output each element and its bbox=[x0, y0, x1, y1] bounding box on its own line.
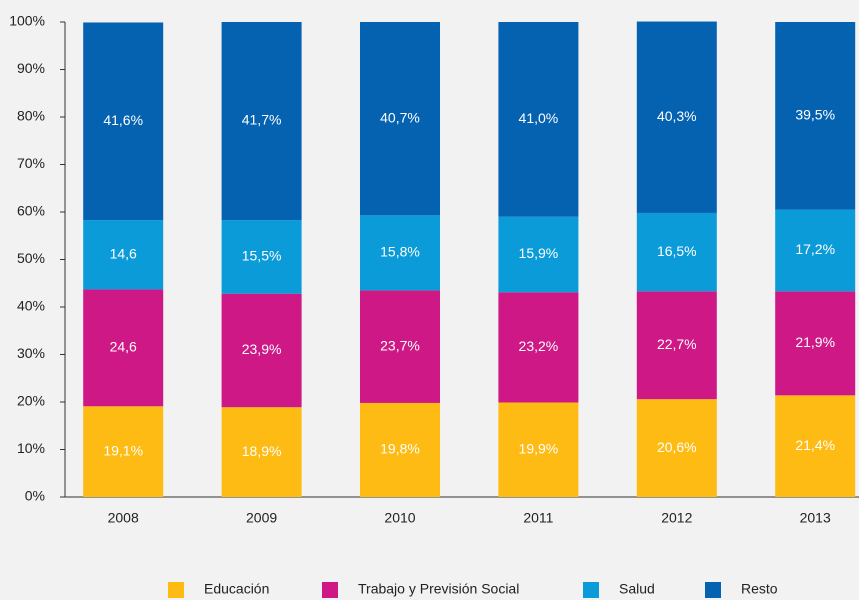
y-tick-label: 40% bbox=[17, 298, 45, 314]
legend-label: Resto bbox=[741, 581, 778, 597]
data-label: 40,7% bbox=[380, 109, 420, 125]
bar-segment bbox=[775, 291, 856, 396]
y-tick-label: 90% bbox=[17, 60, 45, 76]
data-label: 19,8% bbox=[380, 441, 420, 457]
bar-segment bbox=[221, 220, 302, 294]
bar-segment bbox=[221, 407, 302, 497]
legend-swatch bbox=[705, 582, 721, 598]
y-tick-label: 70% bbox=[17, 155, 45, 171]
x-tick-label: 2012 bbox=[661, 510, 692, 526]
data-label: 21,9% bbox=[795, 334, 835, 350]
x-tick-label: 2009 bbox=[246, 510, 277, 526]
bar-segment bbox=[636, 399, 717, 497]
y-tick-label: 50% bbox=[17, 250, 45, 266]
data-label: 23,2% bbox=[519, 338, 559, 354]
y-tick-label: 10% bbox=[17, 440, 45, 456]
x-tick-label: 2010 bbox=[384, 510, 415, 526]
data-label: 23,9% bbox=[242, 341, 282, 357]
data-label: 40,3% bbox=[657, 108, 697, 124]
data-label: 24,6 bbox=[110, 339, 137, 355]
data-label: 41,7% bbox=[242, 112, 282, 128]
data-label: 20,6% bbox=[657, 439, 697, 455]
data-label: 18,9% bbox=[242, 443, 282, 459]
legend-label: Educación bbox=[204, 581, 269, 597]
bar-segment bbox=[636, 291, 717, 400]
legend-label: Salud bbox=[619, 581, 655, 597]
data-label: 41,6% bbox=[103, 112, 143, 128]
bar-segment bbox=[636, 212, 717, 292]
y-tick-label: 20% bbox=[17, 393, 45, 409]
bar-segment bbox=[775, 395, 856, 497]
bar-segment bbox=[498, 22, 579, 217]
bar-segment bbox=[498, 216, 579, 293]
bar-segment bbox=[83, 220, 164, 290]
data-label: 14,6 bbox=[110, 245, 137, 261]
data-label: 19,1% bbox=[103, 442, 143, 458]
bar-segment bbox=[360, 402, 440, 497]
bar-segment bbox=[636, 21, 717, 213]
data-label: 15,9% bbox=[519, 245, 559, 261]
y-tick-label: 100% bbox=[9, 13, 45, 29]
bar-segment bbox=[360, 22, 440, 216]
x-tick-label: 2008 bbox=[108, 510, 139, 526]
y-tick-label: 60% bbox=[17, 203, 45, 219]
bar-segment bbox=[83, 22, 164, 221]
y-tick-label: 0% bbox=[25, 488, 45, 504]
data-label: 23,7% bbox=[380, 337, 420, 353]
legend-swatch bbox=[583, 582, 599, 598]
data-label: 39,5% bbox=[795, 107, 835, 123]
bar-segment bbox=[221, 22, 302, 221]
legend-label: Trabajo y Previsión Social bbox=[358, 581, 519, 597]
bar-segment bbox=[360, 290, 440, 403]
data-label: 15,5% bbox=[242, 248, 282, 264]
y-tick-label: 30% bbox=[17, 345, 45, 361]
data-label: 15,8% bbox=[380, 244, 420, 260]
data-label: 16,5% bbox=[657, 243, 697, 259]
bar-segment bbox=[775, 209, 856, 292]
bar-segment bbox=[221, 293, 302, 408]
data-label: 17,2% bbox=[795, 241, 835, 257]
bar-segment bbox=[83, 289, 164, 407]
bar-segment bbox=[360, 215, 440, 291]
legend-swatch bbox=[168, 582, 184, 598]
bar-segment bbox=[775, 22, 856, 210]
x-tick-label: 2013 bbox=[800, 510, 831, 526]
bar-segment bbox=[498, 402, 579, 497]
y-tick-label: 80% bbox=[17, 108, 45, 124]
x-tick-label: 2011 bbox=[523, 510, 553, 526]
data-label: 22,7% bbox=[657, 336, 697, 352]
bar-segment bbox=[498, 292, 579, 403]
data-label: 21,4% bbox=[795, 437, 835, 453]
bar-segment bbox=[83, 406, 164, 497]
legend-swatch bbox=[322, 582, 338, 598]
data-label: 19,9% bbox=[519, 440, 559, 456]
data-label: 41,0% bbox=[519, 110, 559, 126]
